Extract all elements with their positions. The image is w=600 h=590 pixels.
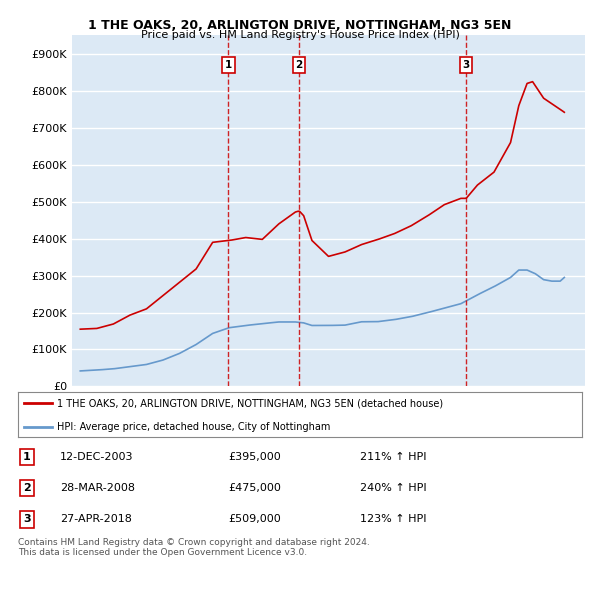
Text: 240% ↑ HPI: 240% ↑ HPI	[360, 483, 427, 493]
Text: 1 THE OAKS, 20, ARLINGTON DRIVE, NOTTINGHAM, NG3 5EN (detached house): 1 THE OAKS, 20, ARLINGTON DRIVE, NOTTING…	[58, 398, 443, 408]
Text: HPI: Average price, detached house, City of Nottingham: HPI: Average price, detached house, City…	[58, 422, 331, 432]
Text: £509,000: £509,000	[228, 514, 281, 525]
Text: 211% ↑ HPI: 211% ↑ HPI	[360, 452, 427, 462]
Text: Price paid vs. HM Land Registry's House Price Index (HPI): Price paid vs. HM Land Registry's House …	[140, 30, 460, 40]
Text: 1: 1	[225, 60, 232, 70]
Text: 2: 2	[23, 483, 31, 493]
Text: 1 THE OAKS, 20, ARLINGTON DRIVE, NOTTINGHAM, NG3 5EN: 1 THE OAKS, 20, ARLINGTON DRIVE, NOTTING…	[88, 19, 512, 32]
Text: 3: 3	[463, 60, 470, 70]
Text: £395,000: £395,000	[228, 452, 281, 462]
Text: 3: 3	[23, 514, 31, 525]
Text: 123% ↑ HPI: 123% ↑ HPI	[360, 514, 427, 525]
Text: 27-APR-2018: 27-APR-2018	[60, 514, 132, 525]
Text: Contains HM Land Registry data © Crown copyright and database right 2024.
This d: Contains HM Land Registry data © Crown c…	[18, 538, 370, 558]
Text: 12-DEC-2003: 12-DEC-2003	[60, 452, 133, 462]
Text: 28-MAR-2008: 28-MAR-2008	[60, 483, 135, 493]
Text: £475,000: £475,000	[228, 483, 281, 493]
Text: 2: 2	[296, 60, 303, 70]
Text: 1: 1	[23, 452, 31, 462]
